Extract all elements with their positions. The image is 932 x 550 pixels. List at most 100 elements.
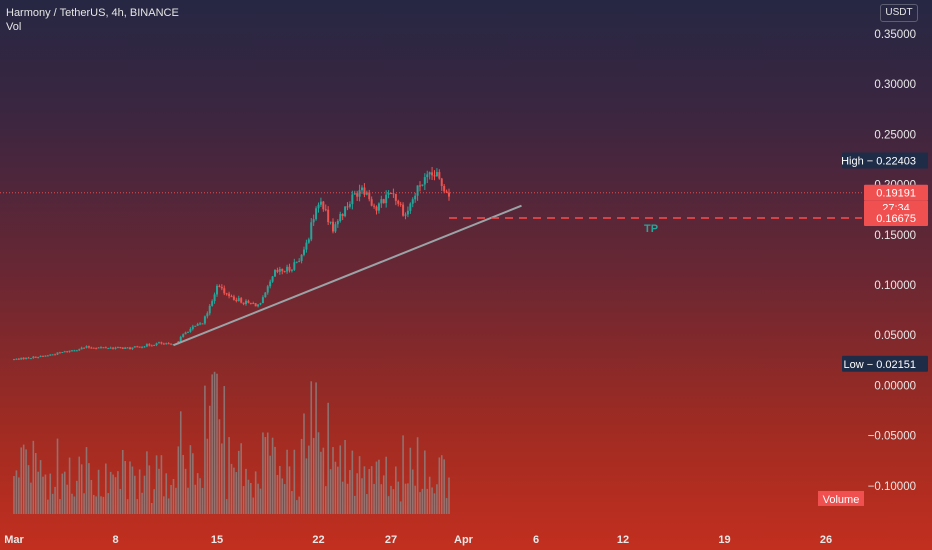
volume-bar	[15, 470, 18, 514]
candle-body	[382, 199, 385, 204]
candle-body	[247, 300, 250, 303]
candle-body	[148, 344, 151, 346]
candle-body	[426, 174, 429, 178]
volume-bar	[175, 487, 177, 514]
volume-bar	[291, 491, 293, 514]
volume-bar	[349, 470, 351, 514]
take-profit-price-tag[interactable]: 0.16675	[864, 209, 928, 226]
candle-body	[58, 352, 61, 354]
symbol-title[interactable]: Harmony / TetherUS, 4h, BINANCE	[6, 7, 179, 19]
candle-body	[281, 268, 284, 272]
volume-bar	[225, 499, 228, 514]
price-tick-label: 0.30000	[874, 79, 916, 91]
volume-histogram	[13, 371, 450, 514]
candle-body	[124, 347, 127, 349]
candle-body	[332, 221, 334, 232]
candle-body	[141, 347, 144, 349]
candle-body	[356, 193, 359, 197]
time-tick-label: Mar	[4, 534, 24, 546]
volume-bar	[402, 435, 404, 514]
price-axis[interactable]: 0.350000.300000.250000.200000.150000.100…	[818, 29, 928, 506]
candle-body	[303, 249, 305, 255]
volume-bar	[88, 463, 90, 514]
volume-bar	[303, 413, 305, 514]
volume-bar	[288, 466, 291, 514]
candle-body	[237, 298, 240, 302]
candle-body	[73, 350, 76, 352]
take-profit-label[interactable]: TP	[644, 223, 658, 235]
candle-body	[406, 210, 409, 215]
candle-body	[252, 303, 255, 305]
candle-body	[240, 298, 243, 303]
candle-body	[196, 323, 199, 326]
time-tick-label: 6	[533, 534, 539, 546]
high-price-tag[interactable]: High − 0.22403	[841, 152, 928, 169]
volume-bar	[13, 476, 15, 514]
low-price-tag[interactable]: Low − 0.02151	[842, 355, 928, 372]
volume-tag-bg	[818, 490, 864, 506]
candle-body	[440, 178, 443, 187]
volume-bar	[431, 487, 433, 514]
candle-body	[87, 346, 90, 348]
candle-body	[49, 354, 52, 356]
candle-body	[300, 254, 303, 261]
volume-bar	[25, 449, 27, 514]
candle-body	[29, 358, 32, 360]
time-tick-label: 27	[385, 534, 397, 546]
candle-body	[329, 221, 332, 223]
volume-bar	[194, 484, 197, 514]
volume-bar	[92, 494, 95, 514]
volume-bar	[61, 473, 64, 514]
candle-body	[194, 325, 197, 327]
volume-bar	[54, 486, 56, 514]
volume-bar	[378, 459, 380, 514]
volume-bar	[419, 492, 421, 514]
drawings[interactable]: TP	[0, 192, 862, 347]
volume-bar	[71, 493, 73, 514]
volume-bar	[414, 485, 416, 514]
candle-body	[83, 347, 86, 349]
candle-body	[100, 347, 102, 349]
volume-bar	[182, 454, 184, 514]
volume-bar	[315, 382, 317, 514]
candle-body	[228, 293, 231, 297]
time-axis[interactable]: Mar 8 15 22 27 Apr 6 12 19 26	[4, 534, 832, 546]
candle-body	[107, 348, 110, 350]
high-price-tag-text: High − 0.22403	[841, 155, 916, 167]
candle-body	[351, 194, 354, 205]
volume-bar	[266, 432, 269, 514]
volume-bar	[73, 496, 76, 514]
last-price-tag-bg	[864, 184, 928, 201]
volume-bar	[339, 445, 342, 514]
trendline[interactable]	[173, 204, 522, 347]
candle-body	[160, 342, 163, 344]
volume-bar	[411, 469, 414, 514]
candle-body	[143, 346, 146, 348]
candle-body	[339, 214, 342, 222]
volume-bar	[204, 385, 206, 514]
volume-bar	[426, 488, 429, 514]
volume-bar	[138, 469, 141, 514]
last-price-tag-text: 0.19191	[876, 188, 916, 200]
volume-bar	[206, 438, 209, 514]
volume-bar	[329, 469, 332, 514]
volume-bar	[242, 486, 245, 514]
candle-body	[162, 343, 165, 345]
volume-bar	[443, 459, 445, 514]
volume-indicator-label[interactable]: Vol	[6, 21, 22, 33]
currency-scale-button[interactable]: USDT	[880, 4, 918, 22]
volume-bar	[34, 452, 37, 514]
volume-tag[interactable]: Volume	[818, 490, 864, 506]
candle-body	[257, 304, 260, 307]
volume-bar	[370, 466, 373, 514]
candle-body	[230, 296, 233, 298]
candle-body	[266, 286, 269, 293]
candle-body	[32, 356, 35, 359]
time-tick-label: 15	[211, 534, 223, 546]
candle-body	[126, 347, 129, 349]
candle-body	[20, 357, 23, 360]
volume-bar	[85, 447, 88, 514]
